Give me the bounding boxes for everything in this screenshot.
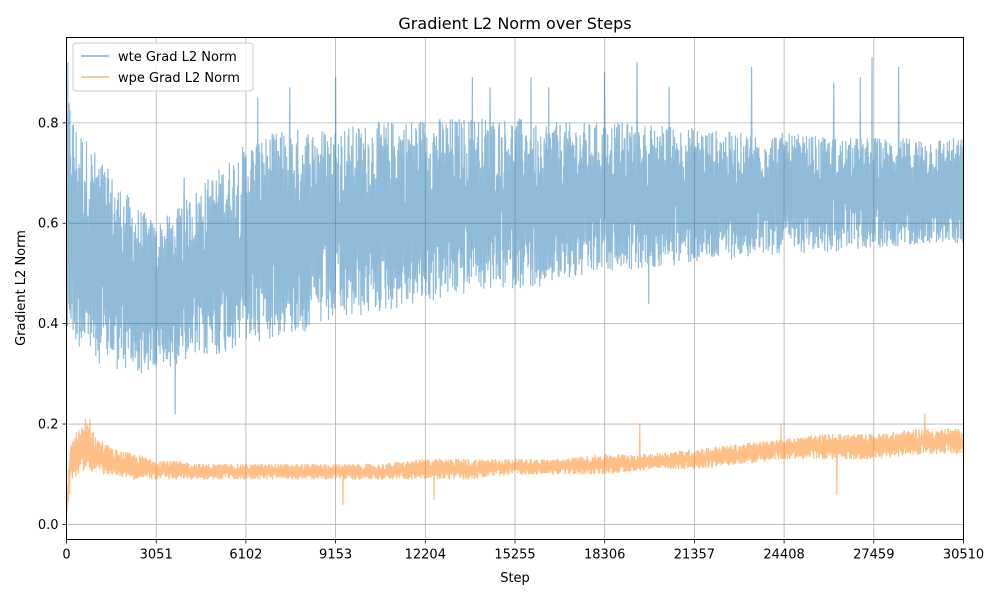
x-tick-label: 24408 (763, 548, 804, 563)
x-tick-label: 12204 (405, 548, 446, 563)
y-tick-label: 0.4 (38, 317, 59, 332)
y-tick-label: 0.8 (38, 116, 59, 131)
y-axis-ticks: 0.0 0.2 0.4 0.6 0.8 (38, 116, 67, 533)
x-tick-label: 21357 (674, 548, 715, 563)
x-tick-label: 6102 (229, 548, 262, 563)
x-tick-label: 9153 (319, 548, 352, 563)
x-axis-ticks: 0 3051 6102 9153 12204 15255 18306 21357 24408 27… (62, 539, 984, 563)
y-tick-label: 0.2 (38, 418, 59, 433)
x-tick-label: 18306 (584, 548, 625, 563)
legend-label-wpe: wpe Grad L2 Norm (118, 71, 240, 86)
series-line-wte (65, 56, 965, 415)
x-axis-label: Step (500, 571, 530, 586)
y-axis-label: Gradient L2 Norm (14, 230, 29, 346)
legend-label-wte: wte Grad L2 Norm (118, 50, 237, 65)
x-tick-label: 15255 (494, 548, 535, 563)
series-layer (65, 56, 965, 514)
series-line-wpe (65, 413, 965, 514)
x-tick-label: 3051 (140, 548, 173, 563)
y-tick-label: 0.0 (38, 518, 59, 533)
y-tick-label: 0.6 (38, 217, 59, 232)
plot-area (65, 37, 965, 540)
x-tick-label: 27459 (853, 548, 894, 563)
legend-box (72, 42, 254, 92)
legend: wte Grad L2 Norm wpe Grad L2 Norm (72, 42, 254, 92)
chart-title: Gradient L2 Norm over Steps (398, 14, 631, 33)
x-tick-label: 30510 (943, 548, 984, 563)
x-tick-label: 0 (62, 548, 70, 563)
